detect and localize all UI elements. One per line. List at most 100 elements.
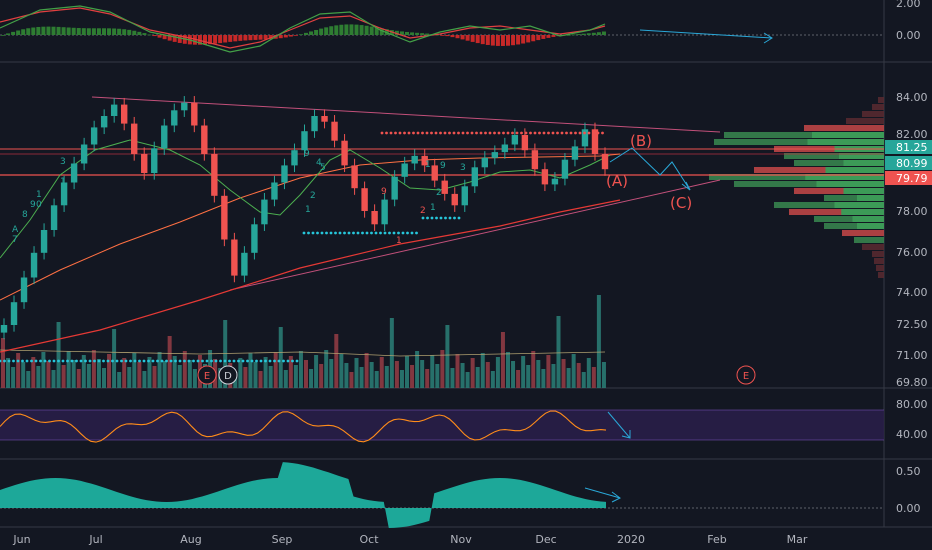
level-dot bbox=[380, 131, 384, 135]
volume-profile-bar bbox=[709, 174, 884, 180]
macd-hist-bar bbox=[142, 33, 147, 35]
macd-hist-bar bbox=[541, 35, 546, 39]
macd-hist-bar bbox=[571, 34, 576, 36]
volume-bar bbox=[66, 351, 71, 388]
volume-bar bbox=[51, 370, 56, 388]
level-dot bbox=[412, 131, 415, 135]
volume-bar bbox=[243, 367, 248, 388]
wave-label-a: (A) bbox=[606, 172, 628, 190]
sequential-count: 2 bbox=[310, 191, 316, 201]
volume-bar bbox=[112, 329, 117, 388]
volume-bar bbox=[576, 363, 581, 388]
level-dot bbox=[151, 359, 155, 363]
level-dot bbox=[228, 359, 231, 363]
macd-hist-bar bbox=[304, 32, 308, 35]
macd-hist-bar bbox=[460, 35, 465, 40]
volume-bar bbox=[506, 352, 510, 388]
level-dot bbox=[547, 131, 550, 135]
level-dot bbox=[511, 131, 514, 135]
x-tick-label: Aug bbox=[180, 533, 201, 546]
level-dot bbox=[385, 131, 388, 135]
volume-profile-bar bbox=[846, 118, 884, 124]
volume-profile-bar bbox=[814, 216, 884, 222]
candle bbox=[431, 158, 438, 188]
level-dot bbox=[97, 359, 101, 363]
macd-hist-bar bbox=[415, 32, 420, 35]
level-dot bbox=[277, 359, 281, 363]
macd-line bbox=[0, 5, 606, 53]
macd-hist-bar bbox=[309, 31, 314, 35]
level-dot bbox=[453, 216, 456, 220]
level-dot bbox=[25, 359, 29, 363]
volume-bar bbox=[1, 338, 5, 388]
y-tick-label: 40.00 bbox=[896, 428, 928, 441]
macd-hist-bar bbox=[440, 35, 445, 36]
panel-separators bbox=[0, 0, 932, 528]
candle bbox=[331, 115, 338, 148]
volume-bar bbox=[379, 357, 384, 388]
level-dot bbox=[93, 359, 96, 363]
macd-hist-bar bbox=[319, 28, 324, 35]
candle bbox=[201, 118, 208, 161]
volume-profile-bar bbox=[714, 139, 884, 145]
volume-profile-bar bbox=[876, 265, 884, 271]
level-dot bbox=[394, 131, 397, 135]
sequential-count: 1 bbox=[36, 190, 42, 200]
level-dot bbox=[448, 216, 452, 220]
level-dot bbox=[57, 359, 60, 363]
candle bbox=[411, 149, 418, 171]
level-dot bbox=[374, 231, 378, 235]
level-dot bbox=[246, 359, 249, 363]
level-dot bbox=[142, 359, 146, 363]
volume-bar bbox=[162, 361, 167, 388]
level-dot bbox=[241, 359, 245, 363]
level-dot bbox=[415, 231, 418, 235]
volume-bar bbox=[122, 358, 127, 388]
macd-hist-bar bbox=[516, 35, 521, 45]
volume-profile-bar bbox=[794, 188, 884, 194]
volume-bar bbox=[384, 366, 389, 388]
macd-hist-bar bbox=[329, 26, 334, 35]
volume-bar bbox=[516, 370, 521, 388]
level-dot bbox=[596, 131, 600, 135]
macd-hist-bar bbox=[344, 24, 349, 35]
macd-hist-bar bbox=[576, 34, 581, 35]
volume-bar bbox=[142, 371, 147, 388]
level-dot bbox=[439, 131, 442, 135]
dotted-levels bbox=[0, 131, 604, 363]
candle bbox=[50, 198, 58, 237]
projection-path bbox=[609, 147, 691, 191]
macd-hist-bar bbox=[435, 34, 440, 36]
macd-hist-bar bbox=[41, 26, 46, 35]
level-dot bbox=[524, 131, 528, 135]
price-tag-bg bbox=[885, 171, 932, 185]
volume-profile-bar bbox=[789, 209, 884, 215]
volume-bar bbox=[187, 360, 192, 388]
level-dot bbox=[205, 359, 209, 363]
level-dot bbox=[232, 359, 236, 363]
volume-bar bbox=[334, 334, 339, 388]
macd-hist-bar bbox=[586, 33, 591, 35]
level-dot bbox=[466, 131, 469, 135]
level-dot bbox=[174, 359, 177, 363]
level-dot bbox=[370, 231, 373, 235]
rsi-band bbox=[0, 410, 884, 440]
sequential-count: 9 bbox=[304, 149, 310, 159]
volume-bar bbox=[147, 357, 152, 388]
volume-profile-bar bbox=[841, 209, 884, 215]
price-tag-bg bbox=[885, 140, 932, 154]
volume-bar bbox=[470, 358, 475, 388]
sequential-count: 3 bbox=[460, 163, 466, 173]
volume-bar bbox=[46, 361, 51, 388]
sequential-count: 3 bbox=[60, 157, 66, 167]
volume-bar bbox=[293, 365, 298, 388]
level-dot bbox=[291, 359, 294, 363]
level-dot bbox=[515, 131, 519, 135]
volume-bar bbox=[566, 368, 571, 388]
level-dot bbox=[106, 359, 110, 363]
macd-hist-bar bbox=[374, 27, 379, 35]
macd-hist-bar bbox=[288, 35, 293, 37]
macd-hist-bar bbox=[596, 32, 601, 35]
volume-bar bbox=[71, 360, 76, 388]
